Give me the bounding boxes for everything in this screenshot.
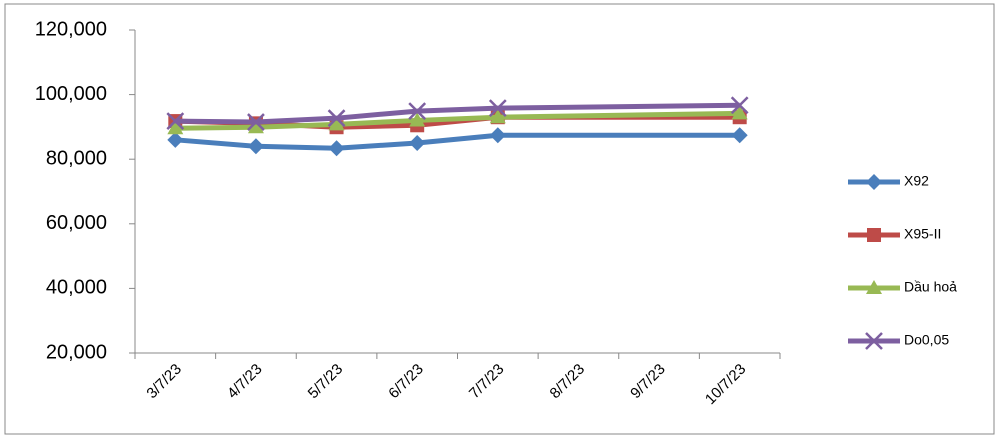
legend-item: Do0,05 [848, 332, 949, 350]
marker [167, 131, 184, 148]
series-line [175, 110, 740, 131]
marker [489, 127, 506, 144]
legend-item: X92 [848, 173, 929, 190]
series-line [175, 102, 740, 125]
x-tick-label: 9/7/23 [627, 361, 669, 403]
legend-marker [866, 280, 882, 294]
x-tick-label: 3/7/23 [143, 361, 185, 403]
marker [731, 105, 748, 120]
x-tick-label: 7/7/23 [466, 361, 508, 403]
y-tick-label: 100,000 [35, 83, 107, 105]
marker [327, 109, 346, 128]
marker [488, 99, 507, 118]
x-tick-label: 6/7/23 [385, 361, 427, 403]
x-tick-label: 5/7/23 [305, 361, 347, 403]
y-tick-label: 120,000 [35, 18, 107, 40]
marker [328, 116, 345, 131]
legend-marker [865, 332, 883, 350]
legend-marker [866, 174, 882, 190]
series-line [175, 132, 740, 151]
marker [247, 113, 265, 131]
y-tick-label: 80,000 [46, 147, 107, 169]
legend-marker [867, 228, 881, 242]
chart-border [4, 3, 995, 435]
legend-label: Do0,05 [904, 332, 949, 348]
marker [731, 127, 748, 144]
marker [730, 96, 749, 115]
marker [409, 135, 426, 152]
x-tick-label: 8/7/23 [547, 361, 589, 403]
y-tick-label: 40,000 [46, 277, 107, 299]
x-tick-label: 10/7/23 [702, 361, 749, 408]
marker [167, 120, 184, 135]
legend-label: Dầu hoả [904, 279, 957, 295]
legend-label: X95-II [904, 226, 941, 242]
marker [247, 119, 264, 134]
y-tick-label: 20,000 [46, 341, 107, 363]
legend-item: Dầu hoả [848, 279, 957, 295]
x-tick-label: 4/7/23 [224, 361, 266, 403]
y-tick-label: 60,000 [46, 212, 107, 234]
legend-label: X92 [904, 173, 929, 189]
marker [409, 112, 426, 127]
marker [489, 109, 506, 124]
marker [408, 102, 427, 120]
marker [166, 112, 185, 130]
legend-item: X95-II [848, 226, 941, 242]
marker [247, 138, 264, 155]
marker [328, 140, 345, 157]
